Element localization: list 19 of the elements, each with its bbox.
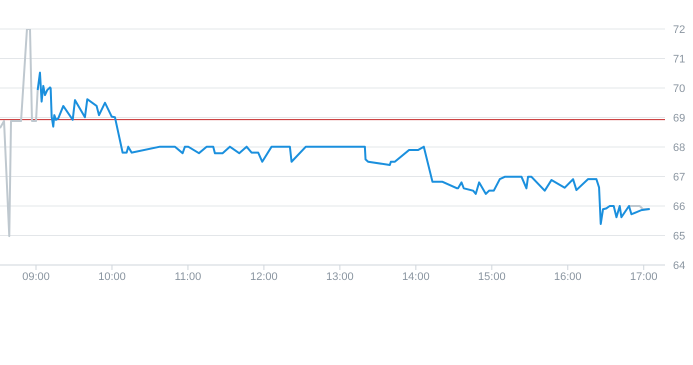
x-tick-label: 15:00	[478, 270, 506, 283]
x-tick-label: 14:00	[402, 270, 430, 283]
x-tick-label: 17:00	[630, 270, 658, 283]
y-tick-label: 65	[673, 230, 686, 242]
y-tick-label: 64	[673, 260, 686, 272]
line-series	[36, 72, 651, 225]
y-tick-label: 69	[673, 112, 686, 124]
y-tick-label: 66	[673, 200, 686, 213]
y-tick-label: 71	[673, 53, 686, 66]
y-tick-label: 68	[673, 142, 686, 154]
x-tick-label: 13:00	[326, 270, 354, 283]
x-tick-label: 10:00	[98, 270, 126, 283]
x-tick-label: 11:00	[174, 270, 202, 283]
y-tick-label: 67	[673, 171, 686, 184]
x-tick-label: 16:00	[554, 270, 582, 283]
x-tick-label: 09:00	[22, 270, 50, 283]
y-tick-label: 72	[673, 24, 686, 36]
x-tick-label: 12:00	[250, 270, 278, 283]
y-tick-label: 70	[673, 82, 686, 95]
